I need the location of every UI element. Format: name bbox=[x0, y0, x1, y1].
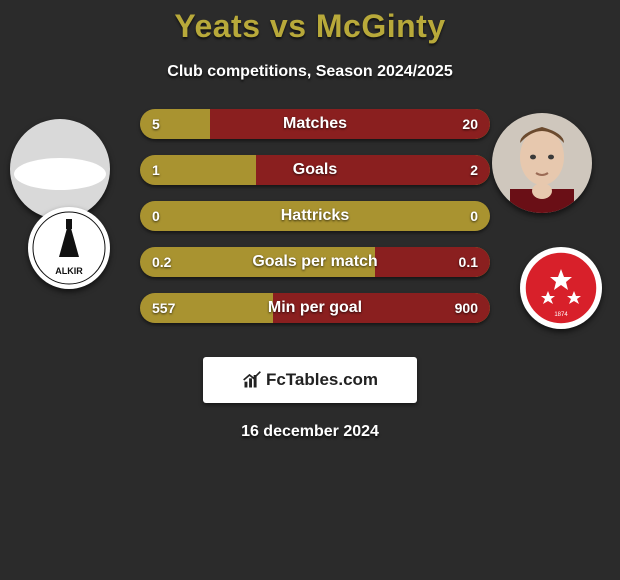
brand-text: FcTables.com bbox=[266, 370, 378, 390]
player-left-avatar bbox=[10, 119, 110, 219]
bar-label: Goals bbox=[140, 155, 490, 185]
bar-label: Goals per match bbox=[140, 247, 490, 277]
bar-chart-icon bbox=[242, 370, 262, 390]
svg-text:ALKIR: ALKIR bbox=[55, 266, 83, 276]
bar-label: Matches bbox=[140, 109, 490, 139]
bar-label: Hattricks bbox=[140, 201, 490, 231]
bar-row: 557900Min per goal bbox=[140, 293, 490, 323]
club-right-crest: 1874 bbox=[520, 247, 602, 329]
source-logo: FcTables.com bbox=[203, 357, 417, 403]
player-right-avatar bbox=[492, 113, 592, 213]
club-left-crest: ALKIR bbox=[28, 207, 110, 289]
svg-text:1874: 1874 bbox=[554, 312, 568, 318]
page-title: Yeats vs McGinty bbox=[0, 0, 620, 45]
bar-row: 00Hattricks bbox=[140, 201, 490, 231]
date-label: 16 december 2024 bbox=[0, 423, 620, 441]
comparison-bars: 520Matches 12Goals 00Hattricks 0.20.1Goals … bbox=[140, 109, 490, 323]
subtitle: Club competitions, Season 2024/2025 bbox=[0, 63, 620, 81]
bar-label: Min per goal bbox=[140, 293, 490, 323]
chart-area: ALKIR bbox=[0, 109, 620, 339]
bar-row: 12Goals bbox=[140, 155, 490, 185]
bar-row: 0.20.1Goals per match bbox=[140, 247, 490, 277]
comparison-infographic: Yeats vs McGinty Club competitions, Seas… bbox=[0, 0, 620, 580]
brand-label: FcTables.com bbox=[242, 370, 378, 390]
bar-row: 520Matches bbox=[140, 109, 490, 139]
